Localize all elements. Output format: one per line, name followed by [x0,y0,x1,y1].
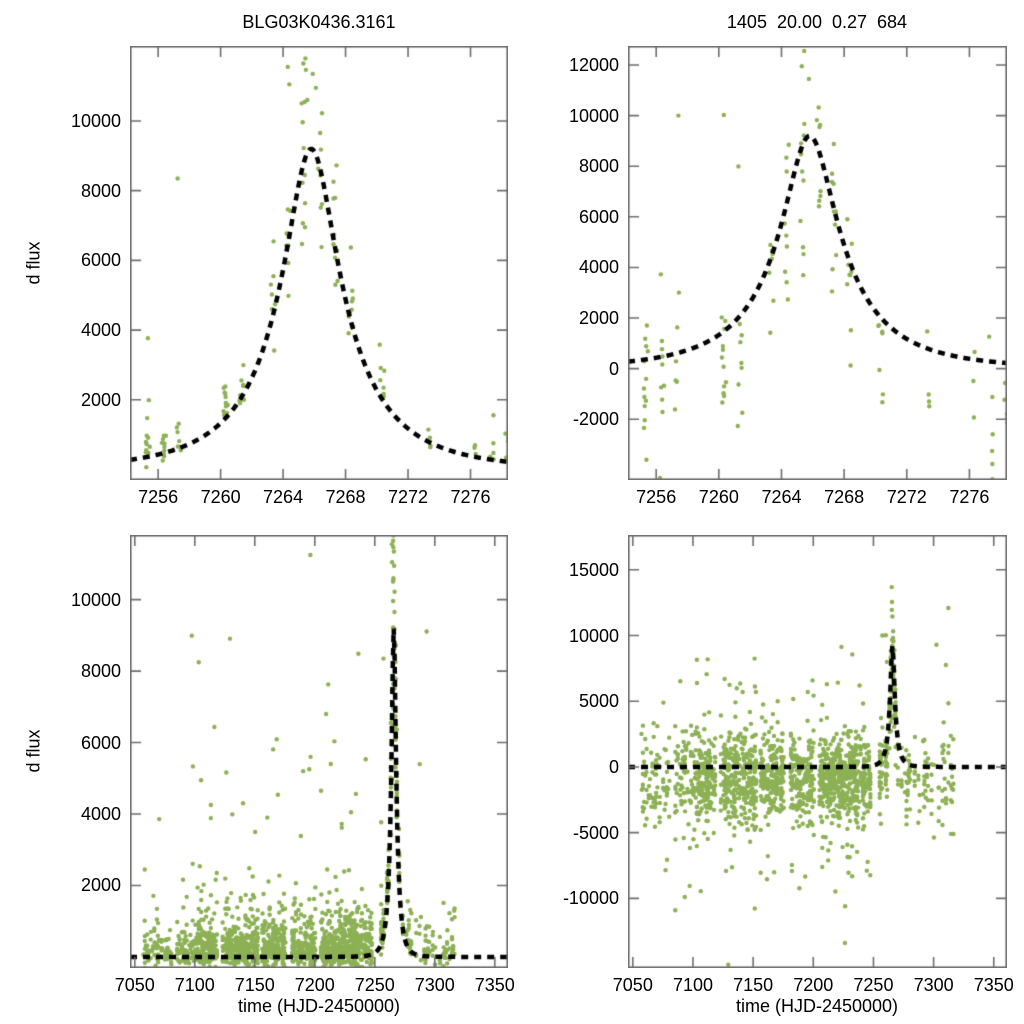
y-tick-label: 8000 [80,661,121,682]
y-tick-label: 15000 [568,559,619,580]
x-tick-label: 7272 [388,487,429,507]
panel-full-lightcurve-flux-plot [130,535,508,968]
y-tick-label: 10000 [70,110,121,131]
x-tick-label: 7250 [853,975,894,995]
x-tick-label: 7260 [698,487,739,507]
y-tick-label: 4000 [80,804,121,825]
x-tick-label: 7264 [263,487,304,507]
x-tick-label: 7350 [973,975,1014,995]
y-tick-label: 2000 [80,389,121,410]
y-tick-label: 4000 [80,320,121,341]
x-tick-label: 7250 [354,975,395,995]
y-tick-label: 2000 [578,308,619,329]
y-tick-label: 6000 [578,206,619,227]
y-tick-label: 0 [608,358,619,379]
x-tick-label: 7300 [414,975,455,995]
x-tick-label: 7150 [234,975,275,995]
x-tick-label: 7200 [294,975,335,995]
y-tick-label: 6000 [80,250,121,271]
x-axis-label-right: time (HJD-2450000) [735,996,899,1016]
y-tick-label: 5000 [578,691,619,712]
x-tick-label: 7276 [450,487,491,507]
x-tick-label: 7150 [733,975,774,995]
x-tick-label: 7100 [672,975,713,995]
y-tick-label: 12000 [568,54,619,75]
x-axis-label-left: time (HJD-2450000) [237,996,401,1016]
x-tick-label: 7256 [138,487,179,507]
y-tick-label: 6000 [80,732,121,753]
y-tick-label: 0 [608,756,619,777]
panel-title-fit-params: 1405 20.00 0.27 684 [726,12,908,32]
y-tick-label: -2000 [572,409,619,430]
x-tick-label: 7264 [761,487,802,507]
y-tick-label: 10000 [568,105,619,126]
x-tick-label: 7350 [474,975,515,995]
x-tick-label: 7256 [636,487,677,507]
y-tick-label: 10000 [70,589,121,610]
x-tick-label: 7272 [886,487,927,507]
y-tick-label: 8000 [578,156,619,177]
x-tick-label: 7100 [174,975,215,995]
panel-event-zoom-flux-plot [130,46,508,480]
x-tick-label: 7200 [793,975,834,995]
x-tick-label: 7050 [114,975,155,995]
y-tick-label: 2000 [80,875,121,896]
x-tick-label: 7050 [612,975,653,995]
y-tick-label: 4000 [578,257,619,278]
panel-event-zoom-diff-flux-plot [628,46,1007,480]
y-tick-label: 10000 [568,625,619,646]
x-tick-label: 7276 [949,487,990,507]
x-tick-label: 7300 [913,975,954,995]
y-tick-label: -5000 [572,822,619,843]
y-tick-label: -10000 [562,888,619,909]
x-tick-label: 7268 [824,487,865,507]
y-tick-label: 8000 [80,180,121,201]
x-tick-label: 7260 [200,487,241,507]
panel-title-object-id: BLG03K0436.3161 [242,12,396,32]
panel-full-lightcurve-diff-flux-plot [628,535,1007,968]
x-tick-label: 7268 [325,487,366,507]
